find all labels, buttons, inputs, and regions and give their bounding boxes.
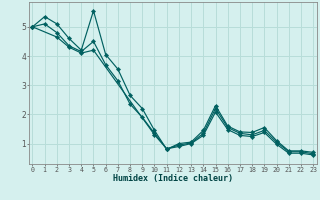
X-axis label: Humidex (Indice chaleur): Humidex (Indice chaleur) — [113, 174, 233, 183]
